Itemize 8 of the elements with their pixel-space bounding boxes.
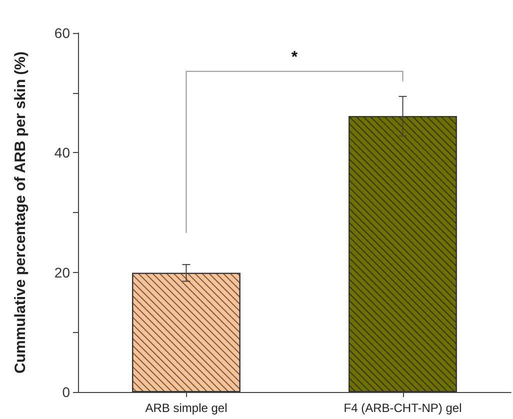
annotation: * bbox=[291, 49, 298, 68]
y-axis-title: Cummulative percentage of ARB per skin (%) bbox=[12, 51, 29, 374]
y-tick-label: 40 bbox=[54, 144, 70, 161]
x-tick-label: F4 (ARB-CHT-NP) gel bbox=[344, 401, 462, 415]
y-tick-label: 0 bbox=[62, 384, 70, 400]
x-tick-label: ARB simple gel bbox=[145, 401, 228, 415]
y-tick-label: 60 bbox=[54, 25, 70, 41]
y-tick-label: 20 bbox=[54, 264, 70, 280]
